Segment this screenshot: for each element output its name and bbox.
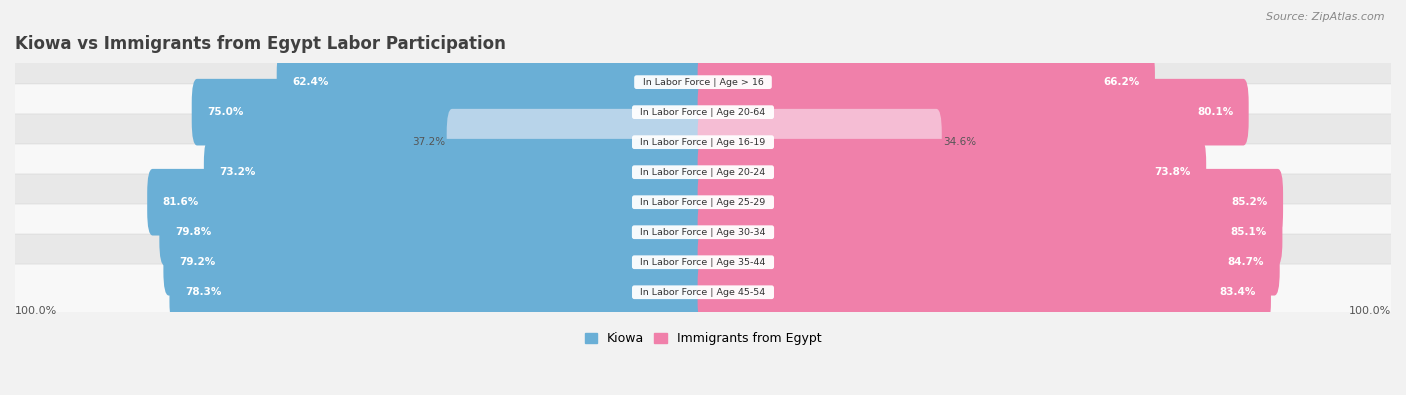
FancyBboxPatch shape <box>11 174 1395 230</box>
Text: Source: ZipAtlas.com: Source: ZipAtlas.com <box>1267 12 1385 22</box>
FancyBboxPatch shape <box>163 229 709 295</box>
Text: 62.4%: 62.4% <box>292 77 329 87</box>
FancyBboxPatch shape <box>191 79 709 145</box>
Text: In Labor Force | Age 20-64: In Labor Force | Age 20-64 <box>634 108 772 117</box>
FancyBboxPatch shape <box>697 109 942 175</box>
Text: In Labor Force | Age > 16: In Labor Force | Age > 16 <box>637 78 769 87</box>
FancyBboxPatch shape <box>697 49 1154 115</box>
FancyBboxPatch shape <box>447 109 709 175</box>
Text: In Labor Force | Age 20-24: In Labor Force | Age 20-24 <box>634 168 772 177</box>
Text: 75.0%: 75.0% <box>207 107 243 117</box>
Text: In Labor Force | Age 16-19: In Labor Force | Age 16-19 <box>634 138 772 147</box>
Text: 79.2%: 79.2% <box>179 257 215 267</box>
FancyBboxPatch shape <box>697 79 1249 145</box>
Legend: Kiowa, Immigrants from Egypt: Kiowa, Immigrants from Egypt <box>579 327 827 350</box>
Text: In Labor Force | Age 45-54: In Labor Force | Age 45-54 <box>634 288 772 297</box>
Text: 85.1%: 85.1% <box>1230 227 1267 237</box>
Text: 78.3%: 78.3% <box>186 287 221 297</box>
Text: In Labor Force | Age 30-34: In Labor Force | Age 30-34 <box>634 228 772 237</box>
Text: 84.7%: 84.7% <box>1227 257 1264 267</box>
Text: In Labor Force | Age 35-44: In Labor Force | Age 35-44 <box>634 258 772 267</box>
Text: 73.8%: 73.8% <box>1154 167 1191 177</box>
FancyBboxPatch shape <box>697 169 1284 235</box>
Text: 81.6%: 81.6% <box>163 197 200 207</box>
Text: 83.4%: 83.4% <box>1219 287 1256 297</box>
FancyBboxPatch shape <box>148 169 709 235</box>
Text: 37.2%: 37.2% <box>412 137 446 147</box>
Text: 85.2%: 85.2% <box>1232 197 1268 207</box>
FancyBboxPatch shape <box>697 229 1279 295</box>
Text: 80.1%: 80.1% <box>1197 107 1233 117</box>
FancyBboxPatch shape <box>204 139 709 205</box>
FancyBboxPatch shape <box>11 264 1395 320</box>
FancyBboxPatch shape <box>11 54 1395 110</box>
Text: 100.0%: 100.0% <box>1348 306 1391 316</box>
Text: 73.2%: 73.2% <box>219 167 256 177</box>
FancyBboxPatch shape <box>170 259 709 325</box>
Text: 100.0%: 100.0% <box>15 306 58 316</box>
Text: In Labor Force | Age 25-29: In Labor Force | Age 25-29 <box>634 198 772 207</box>
Text: Kiowa vs Immigrants from Egypt Labor Participation: Kiowa vs Immigrants from Egypt Labor Par… <box>15 35 506 53</box>
Text: 34.6%: 34.6% <box>943 137 976 147</box>
Text: 66.2%: 66.2% <box>1104 77 1139 87</box>
FancyBboxPatch shape <box>11 144 1395 200</box>
FancyBboxPatch shape <box>11 204 1395 260</box>
FancyBboxPatch shape <box>159 199 709 265</box>
Text: 79.8%: 79.8% <box>174 227 211 237</box>
FancyBboxPatch shape <box>697 199 1282 265</box>
FancyBboxPatch shape <box>11 114 1395 170</box>
FancyBboxPatch shape <box>277 49 709 115</box>
FancyBboxPatch shape <box>11 84 1395 140</box>
FancyBboxPatch shape <box>697 139 1206 205</box>
FancyBboxPatch shape <box>11 234 1395 290</box>
FancyBboxPatch shape <box>697 259 1271 325</box>
